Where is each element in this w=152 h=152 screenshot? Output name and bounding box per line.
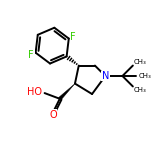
Text: CH₃: CH₃ (139, 73, 151, 79)
Text: F: F (70, 32, 76, 42)
Text: CH₃: CH₃ (134, 59, 147, 65)
Text: CH₃: CH₃ (134, 87, 147, 93)
Text: F: F (28, 50, 34, 60)
Polygon shape (59, 84, 75, 100)
Text: N: N (102, 71, 109, 81)
Text: O: O (49, 110, 57, 120)
Text: HO: HO (27, 87, 42, 97)
